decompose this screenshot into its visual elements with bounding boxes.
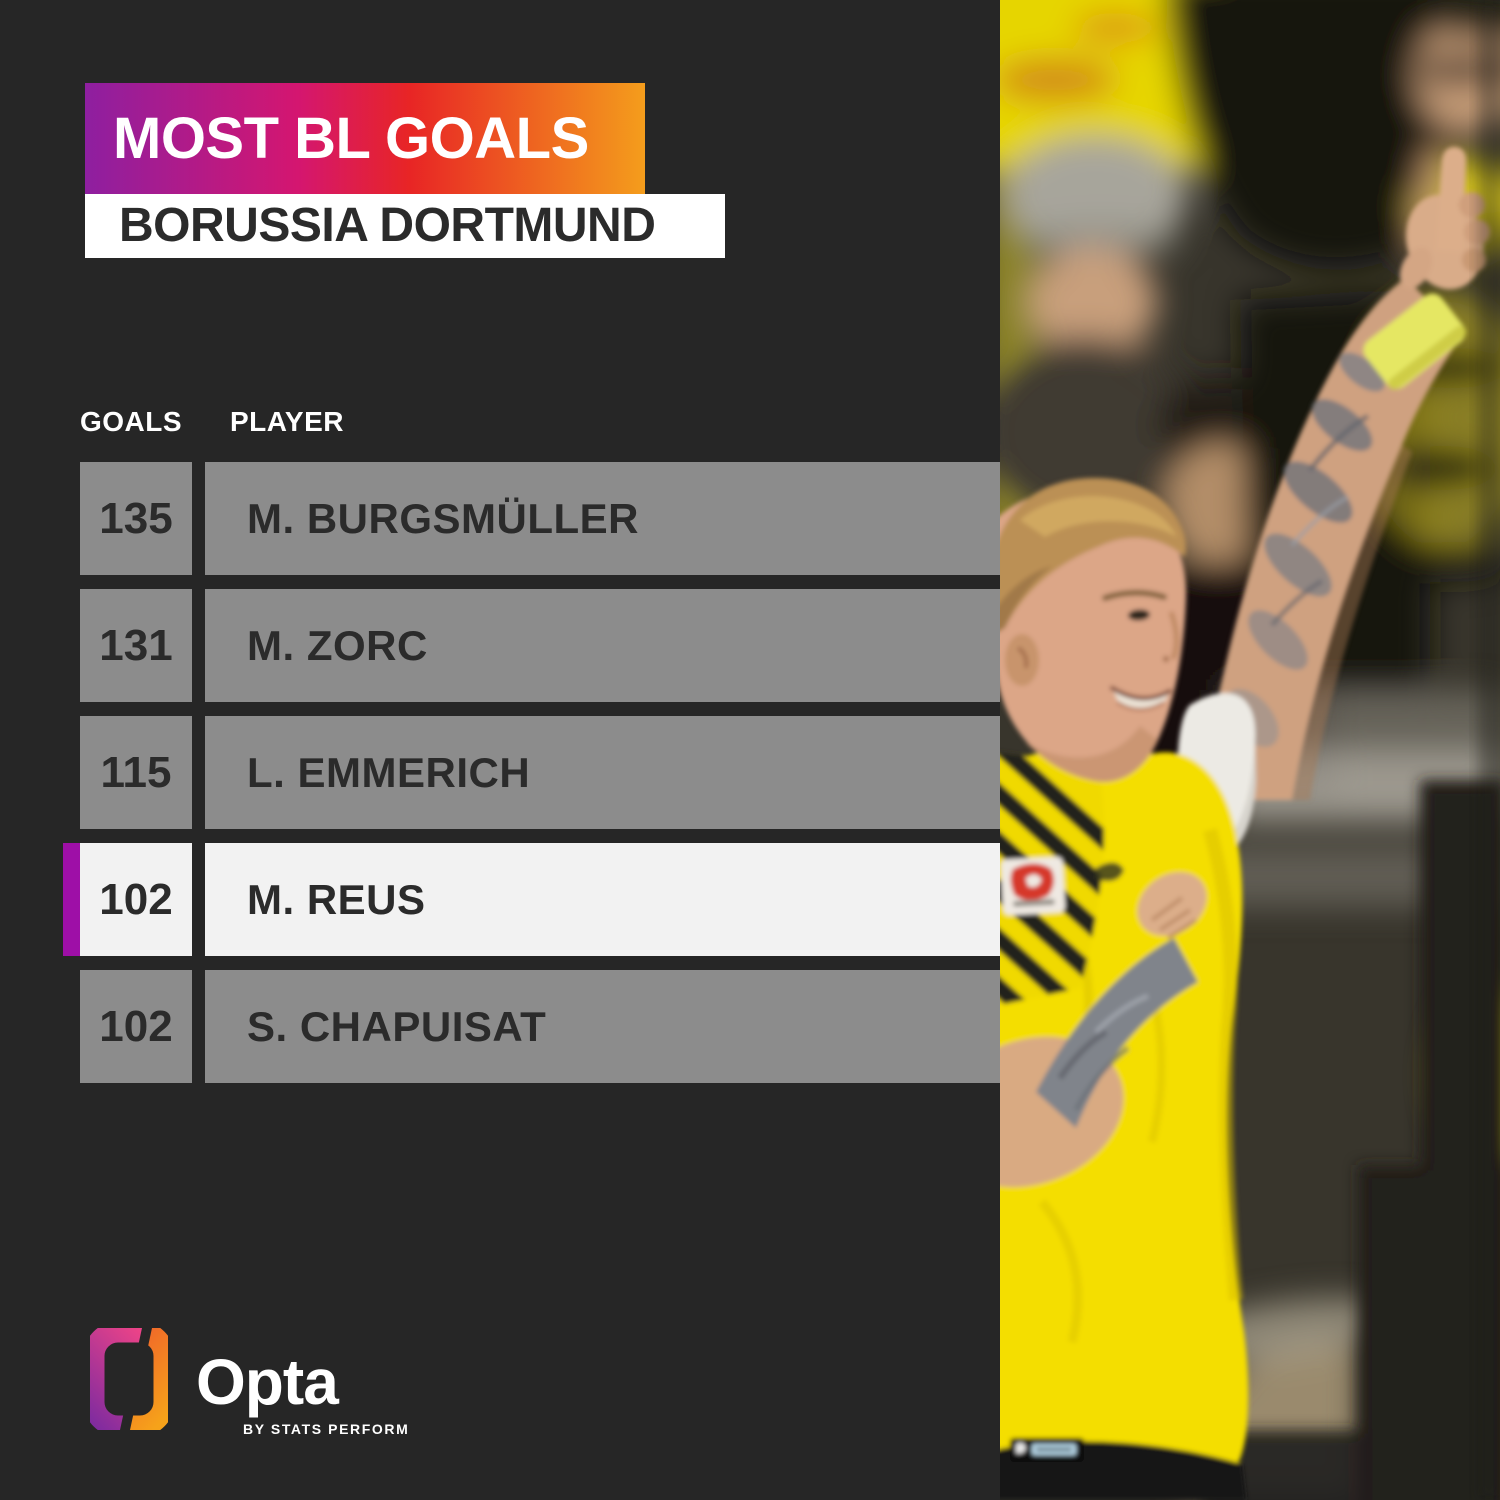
player-column-label: PLAYER xyxy=(230,406,345,437)
goals-cell: 135 xyxy=(80,462,192,575)
table-row: 131 M. ZORC xyxy=(80,589,1000,702)
player-cell: M. ZORC xyxy=(205,589,1000,702)
opta-footer: Opta BY STATS PERFORM xyxy=(90,1328,409,1437)
goals-table: 135 M. BURGSMÜLLER 131 M. ZORC 115 L. EM… xyxy=(63,462,1000,1097)
player-cell: M. REUS xyxy=(205,843,1000,956)
player-cell: L. EMMERICH xyxy=(205,716,1000,829)
table-row: 115 L. EMMERICH xyxy=(80,716,1000,829)
goals-cell: 102 xyxy=(80,843,192,956)
raised-arm xyxy=(1200,278,1462,800)
table-header: GOALS PLAYER xyxy=(80,406,344,438)
goals-cell: 102 xyxy=(80,970,192,1083)
table-row-highlighted: 102 M. REUS xyxy=(63,843,1000,956)
goals-cell: 131 xyxy=(80,589,192,702)
table-row: 135 M. BURGSMÜLLER xyxy=(80,462,1000,575)
shorts xyxy=(1000,1438,1246,1500)
bundesliga-badge xyxy=(1000,856,1066,916)
player-head xyxy=(1000,478,1187,782)
player-cell: M. BURGSMÜLLER xyxy=(205,462,1000,575)
crossed-arm xyxy=(1000,872,1207,1188)
photo-vignette xyxy=(1478,0,1500,1500)
puma-logo xyxy=(1096,862,1124,882)
player-photo xyxy=(1000,0,1500,1500)
subtitle-banner: BORUSSIA DORTMUND xyxy=(85,194,725,258)
goals-column-label: GOALS xyxy=(80,406,183,437)
table-row: 102 S. CHAPUISAT xyxy=(80,970,1000,1083)
brand-subname: BY STATS PERFORM xyxy=(243,1421,410,1437)
white-cloth-shade xyxy=(1215,740,1256,858)
puma-hem-tag xyxy=(1010,1438,1084,1462)
player-cell: S. CHAPUISAT xyxy=(205,970,1000,1083)
opta-logo-icon xyxy=(90,1328,168,1430)
page-subtitle: BORUSSIA DORTMUND xyxy=(119,199,656,252)
page-title: MOST BL GOALS xyxy=(113,105,589,171)
brand-name: Opta xyxy=(196,1346,339,1418)
title-banner: MOST BL GOALS xyxy=(85,83,645,194)
wristband xyxy=(1363,293,1467,390)
brand-text-block: Opta BY STATS PERFORM xyxy=(196,1328,409,1437)
goals-cell: 115 xyxy=(80,716,192,829)
player-figure xyxy=(1000,146,1490,1500)
